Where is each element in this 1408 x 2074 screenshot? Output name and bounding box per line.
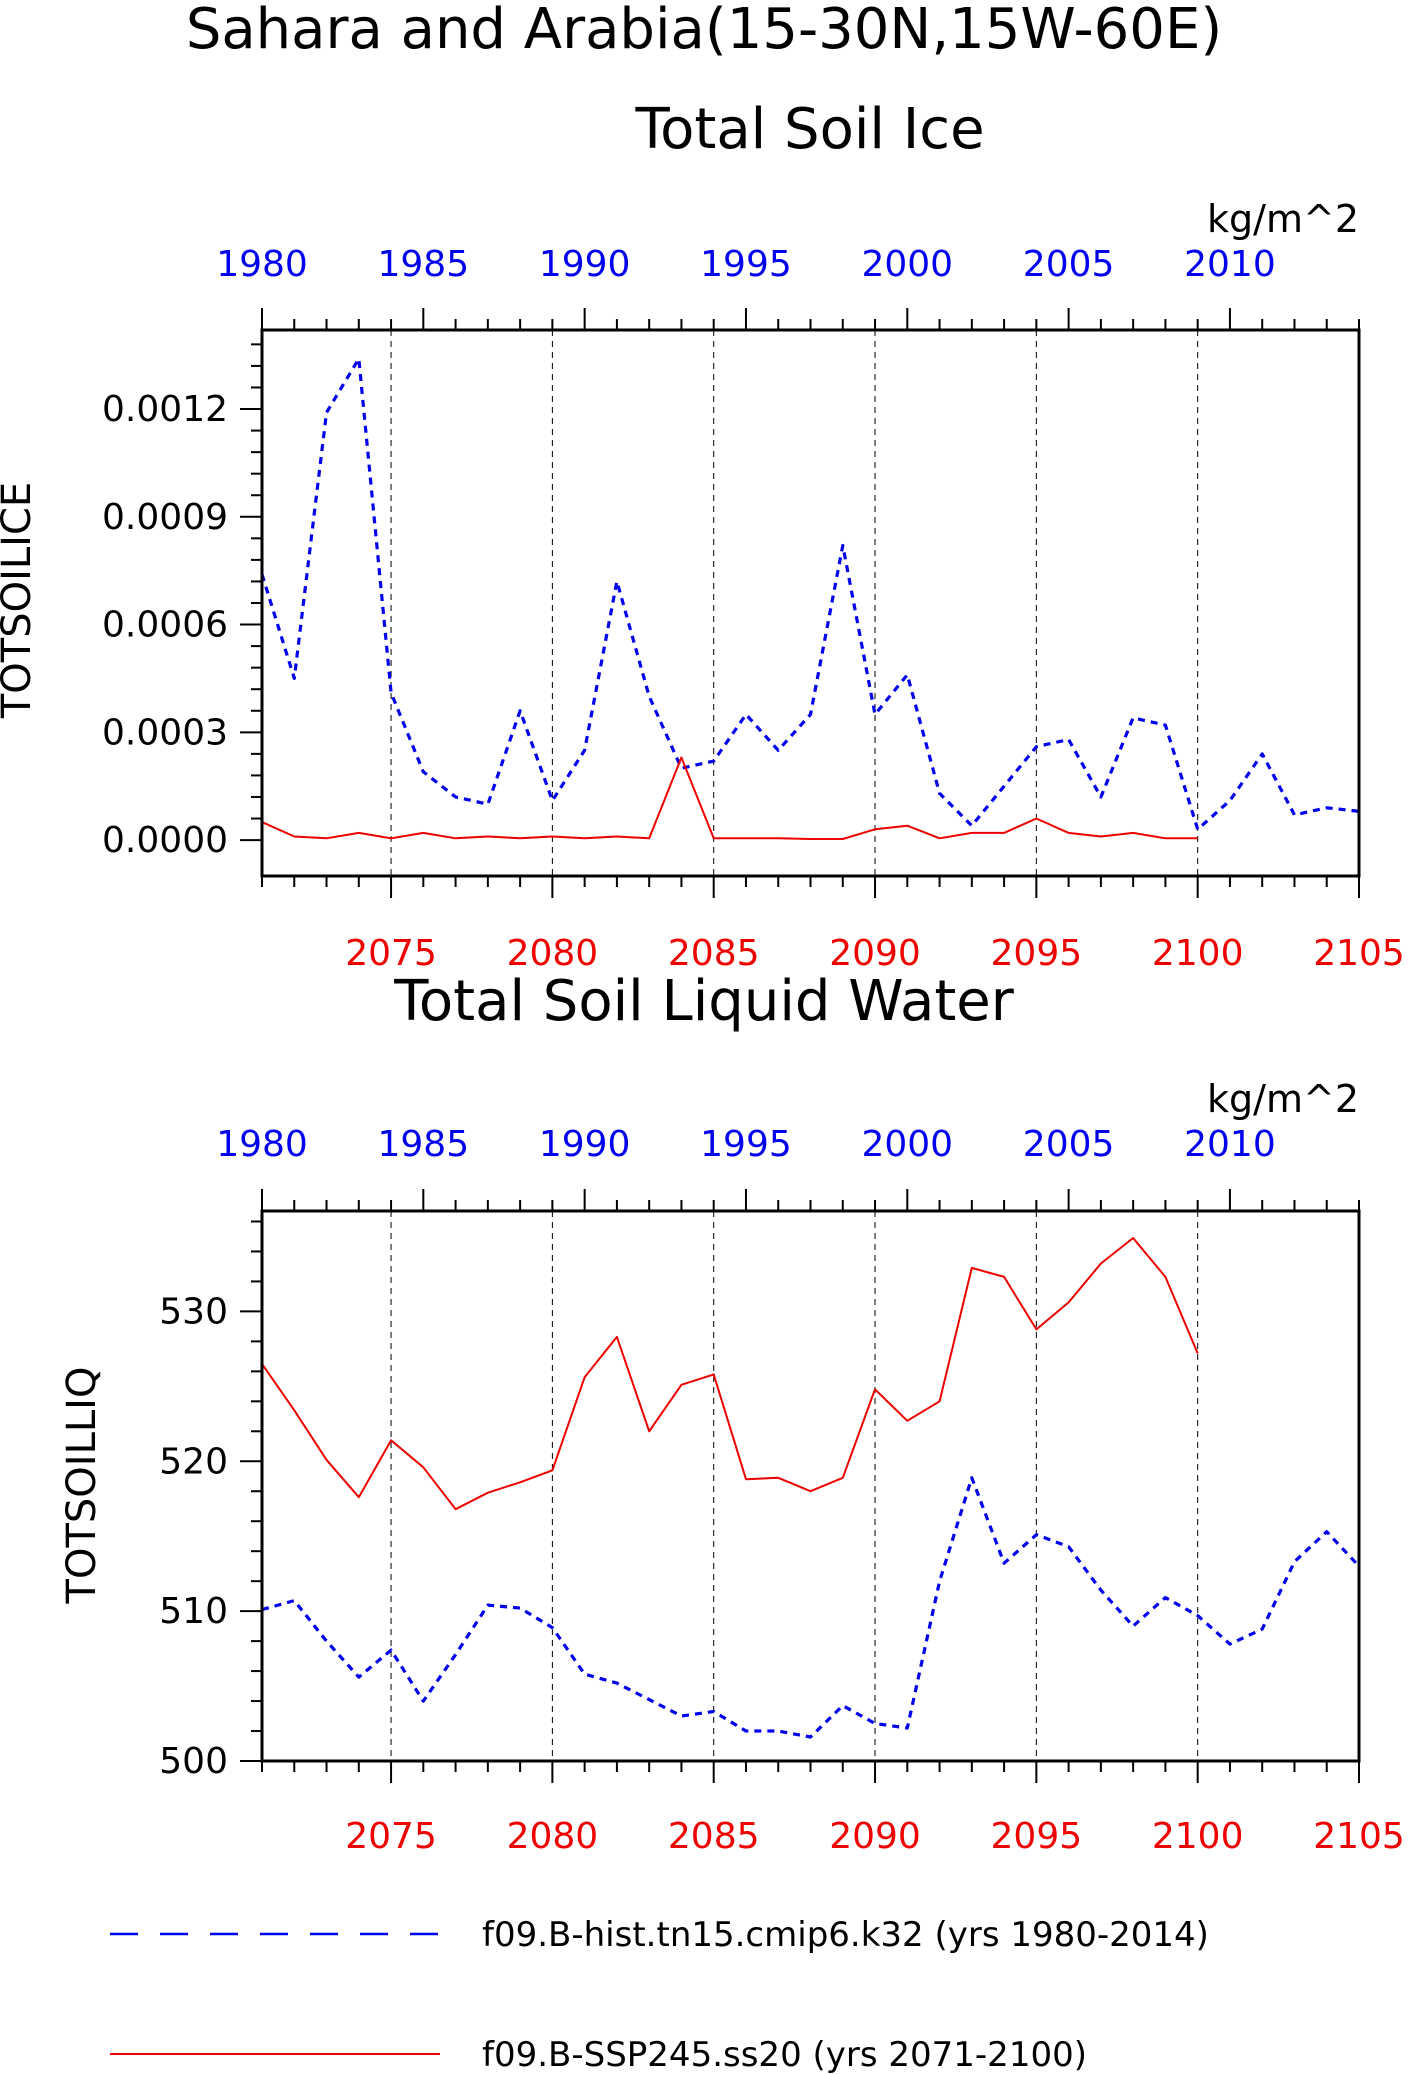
top-axis-tick-label: 2010	[1184, 244, 1276, 285]
panel-1: Total Soil Ice kg/m^2 1980 1985 1990 1995 2000…	[0, 97, 1405, 974]
y-axis-tick-label: 0.0012	[102, 389, 228, 430]
y-axis-tick-label: 530	[159, 1291, 228, 1332]
y-axis-tick-label: 0.0000	[102, 820, 228, 861]
bottom-axis-tick-label: 2090	[829, 933, 921, 974]
y-axis-tick-label: 0.0009	[102, 497, 228, 538]
y-axis-tick-label: 520	[159, 1441, 228, 1482]
plot-frame	[260, 1209, 1361, 1763]
panel-title: Total Soil Liquid Water	[393, 969, 1015, 1034]
legend-label-hist: f09.B-hist.tn15.cmip6.k32 (yrs 1980-2014…	[482, 1915, 1209, 1955]
figure-title: Sahara and Arabia(15-30N,15W-60E)	[186, 0, 1222, 62]
series-line-ssp	[261, 1237, 1199, 1511]
bottom-axis-tick-label: 2090	[829, 1816, 921, 1857]
y-axis-tick-label: 0.0006	[102, 605, 228, 646]
bottom-axis-tick-label: 2100	[1152, 933, 1244, 974]
bottom-axis-tick-label: 2105	[1313, 1816, 1405, 1857]
bottom-axis-tick-label: 2095	[991, 1816, 1083, 1857]
bottom-axis-tick-label: 2085	[668, 1816, 760, 1857]
top-axis-tick-label: 1980	[216, 244, 308, 285]
top-axis-tick-label: 2005	[1023, 1124, 1115, 1165]
top-axis-tick-label: 1990	[539, 1124, 631, 1165]
top-axis-tick-label: 1995	[700, 244, 792, 285]
legend: f09.B-hist.tn15.cmip6.k32 (yrs 1980-2014…	[110, 1915, 1209, 2074]
bottom-axis-tick-label: 2075	[345, 933, 437, 974]
y-axis-label: TOTSOILLIQ	[59, 1367, 105, 1605]
top-axis-tick-label: 1985	[378, 1124, 470, 1165]
top-axis-tick-label: 2010	[1184, 1124, 1276, 1165]
bottom-axis-tick-label: 2080	[507, 933, 599, 974]
top-axis-tick-label: 2000	[861, 244, 953, 285]
top-axis-tick-label: 1995	[700, 1124, 792, 1165]
series-line-hist	[260, 357, 1360, 831]
units-label: kg/m^2	[1207, 197, 1359, 241]
y-axis-label: TOTSOILICE	[0, 482, 40, 719]
units-label: kg/m^2	[1207, 1077, 1359, 1121]
panel-2: Total Soil Liquid Water kg/m^2 1980 1985 199…	[59, 969, 1405, 1857]
bottom-axis-tick-label: 2105	[1313, 933, 1405, 974]
top-axis-tick-label: 1980	[216, 1124, 308, 1165]
bottom-axis-tick-label: 2100	[1152, 1816, 1244, 1857]
bottom-axis-tick-label: 2075	[345, 1816, 437, 1857]
bottom-axis-tick-label: 2080	[507, 1816, 599, 1857]
legend-label-ssp: f09.B-SSP245.ss20 (yrs 2071-2100)	[482, 2035, 1087, 2074]
panel-title: Total Soil Ice	[634, 97, 984, 162]
plot-frame	[260, 328, 1361, 878]
y-axis-tick-label: 0.0003	[102, 712, 228, 753]
top-axis-tick-label: 1985	[378, 244, 470, 285]
top-axis-tick-label: 2000	[861, 1124, 953, 1165]
y-axis-tick-label: 500	[159, 1741, 228, 1782]
bottom-axis-tick-label: 2085	[668, 933, 760, 974]
y-axis-tick-label: 510	[159, 1591, 228, 1632]
series-line-ssp	[261, 756, 1198, 840]
top-axis-tick-label: 2005	[1023, 244, 1115, 285]
top-axis-tick-label: 1990	[539, 244, 631, 285]
series-line-hist	[261, 1476, 1361, 1739]
bottom-axis-tick-label: 2095	[991, 933, 1083, 974]
